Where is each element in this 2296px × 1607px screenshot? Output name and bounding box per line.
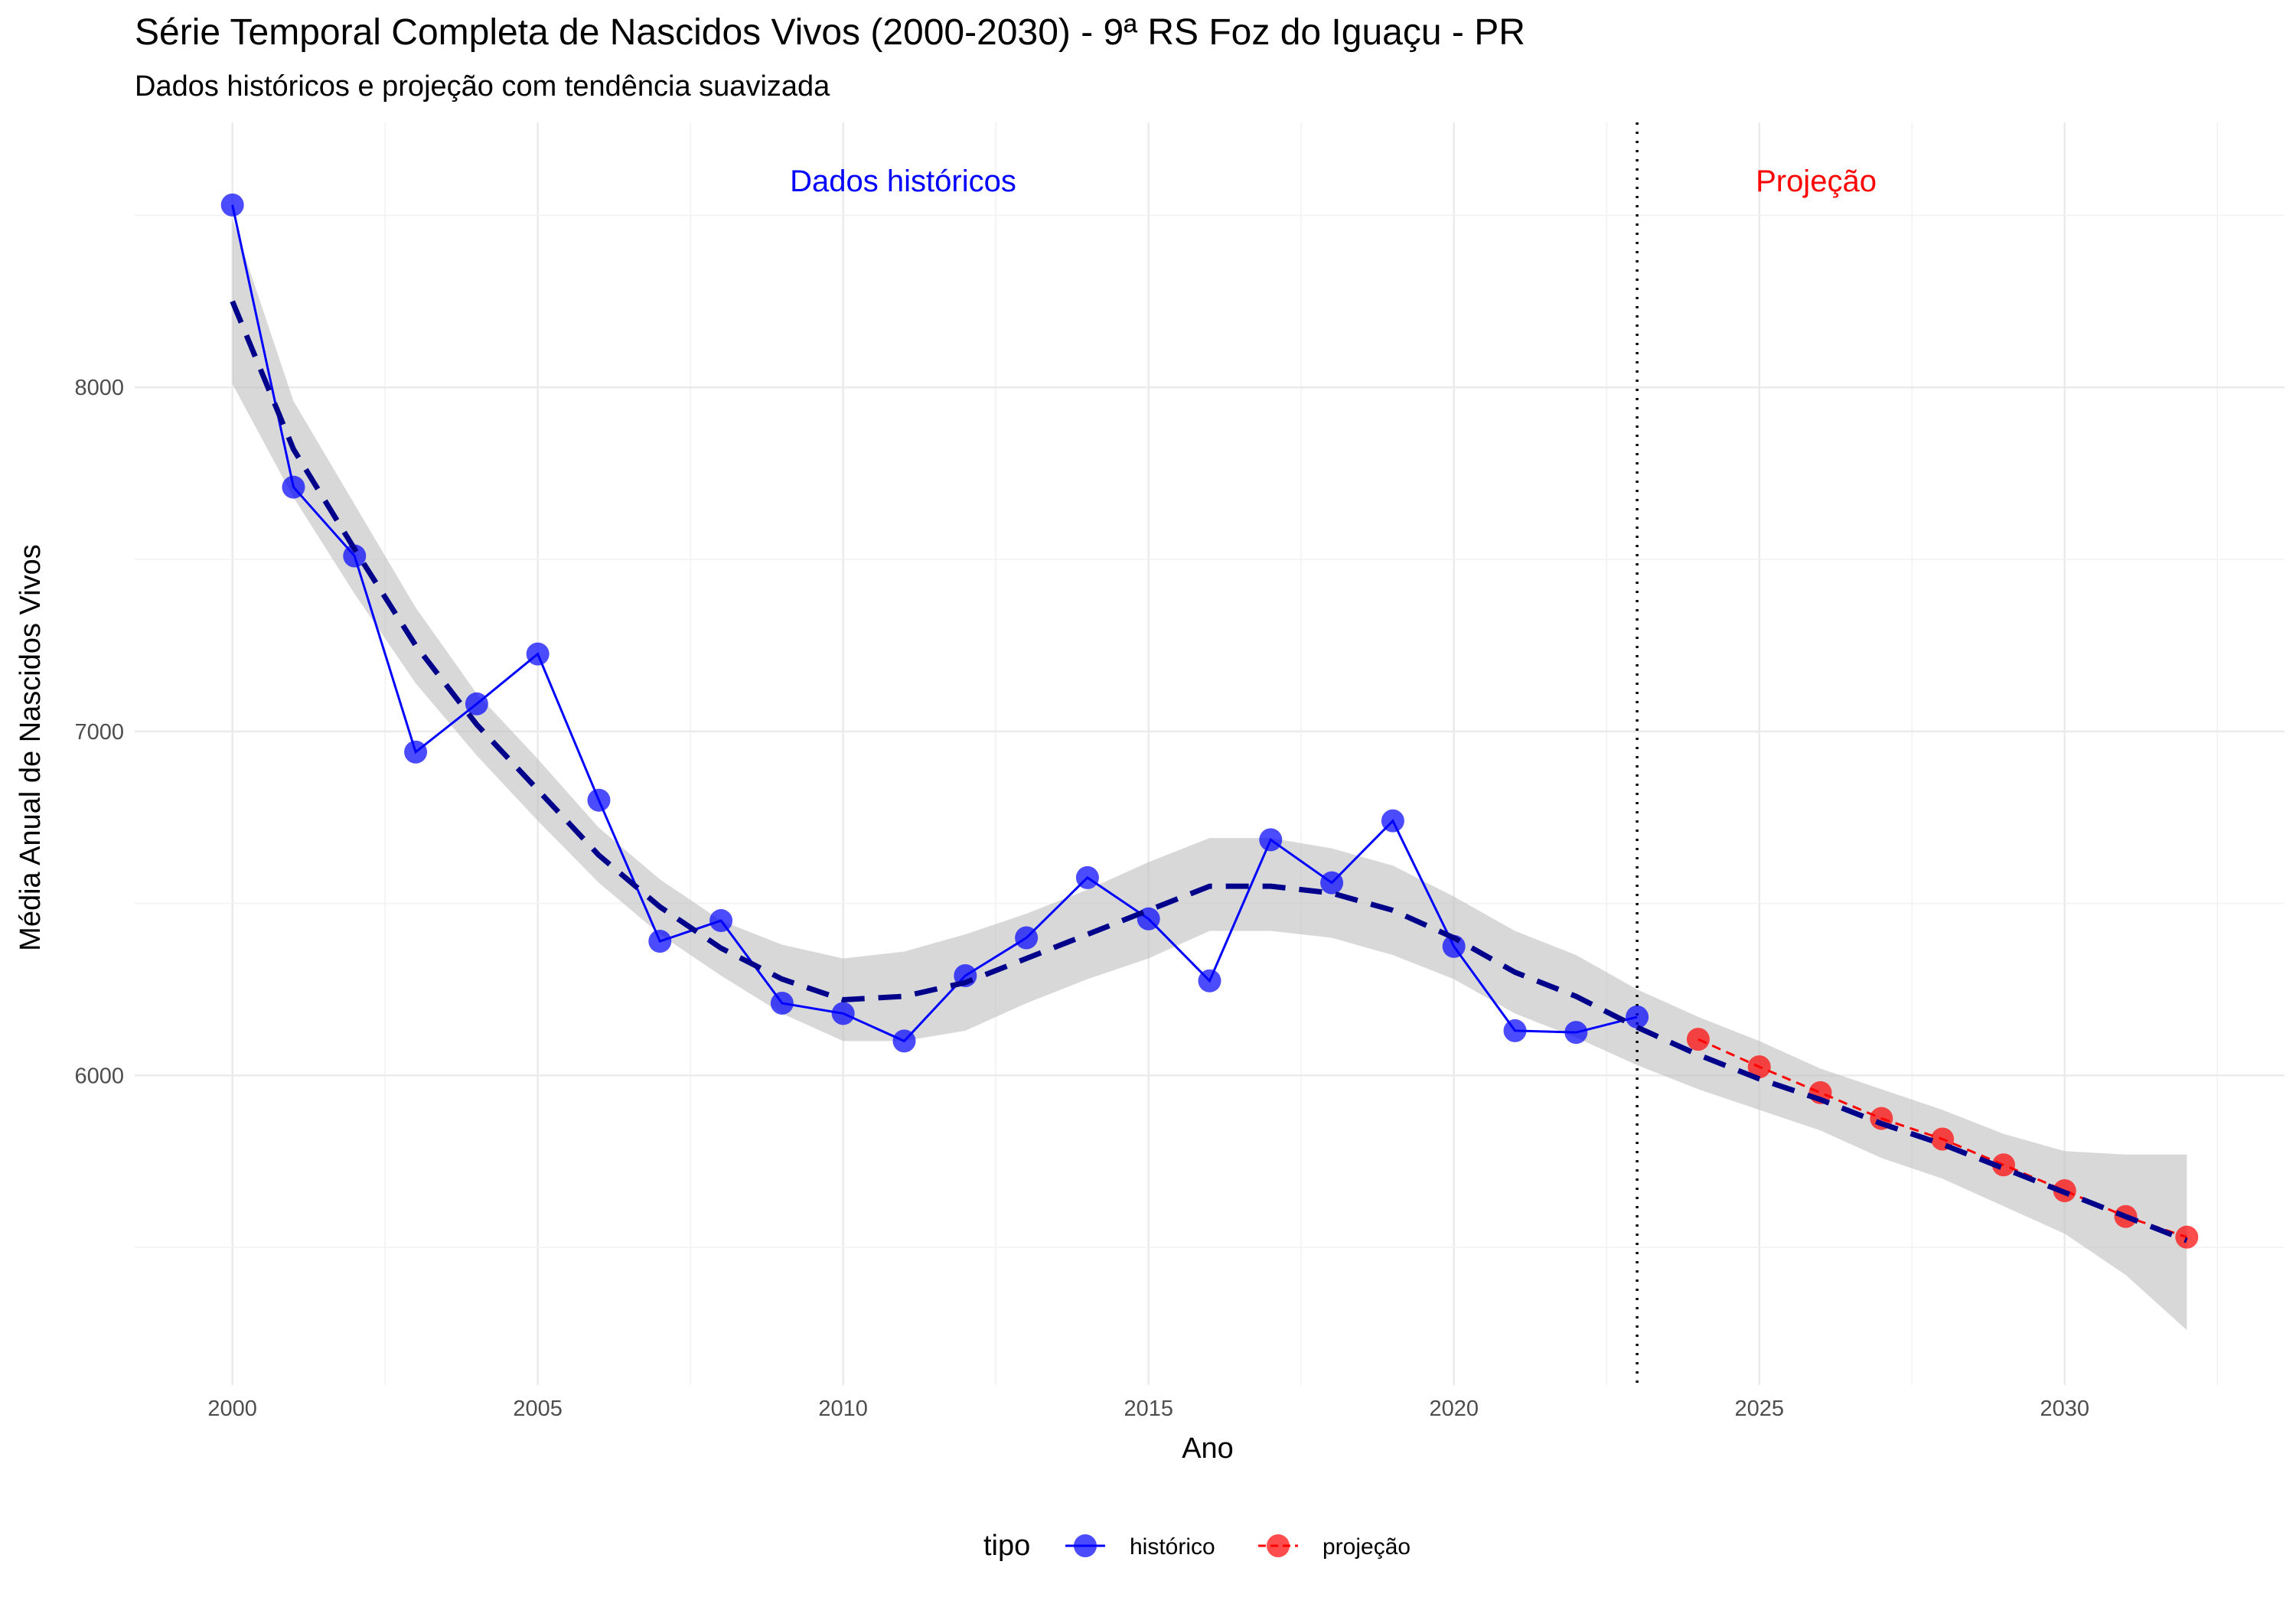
legend-label-projecao: projeção — [1322, 1534, 1411, 1560]
point-historico — [220, 193, 244, 217]
chart-subtitle: Dados históricos e projeção com tendênci… — [135, 70, 830, 103]
legend-key-point-historico — [1074, 1534, 1097, 1557]
series-line-historico — [231, 204, 1638, 1043]
point-historico — [343, 544, 367, 568]
legend-key-point-projecao — [1267, 1534, 1290, 1557]
y-tick-label: 8000 — [74, 376, 124, 400]
point-historico — [526, 642, 550, 666]
point-historico — [1015, 926, 1039, 950]
point-historico — [1198, 969, 1221, 993]
point-projecao — [1991, 1153, 2015, 1177]
point-historico — [1381, 809, 1404, 833]
point-historico — [1320, 871, 1344, 895]
point-projecao — [2175, 1225, 2199, 1249]
x-tick-label: 2000 — [207, 1397, 257, 1421]
trend-line — [230, 300, 2188, 1244]
point-historico — [587, 788, 611, 812]
point-historico — [1626, 1005, 1649, 1028]
point-historico — [1075, 865, 1099, 889]
point-historico — [831, 1002, 855, 1025]
point-projecao — [1686, 1028, 1710, 1051]
point-historico — [465, 692, 488, 715]
legend: tipo histórico projeção — [983, 1530, 1411, 1562]
x-axis-title: Ano — [1182, 1433, 1234, 1465]
legend-item-historico: histórico — [1065, 1534, 1215, 1560]
legend-title: tipo — [983, 1530, 1030, 1562]
point-historico — [892, 1029, 916, 1053]
annotation-projection: Projeção — [1756, 165, 1877, 198]
series-layer — [220, 193, 2199, 1249]
x-tick-label: 2010 — [818, 1397, 868, 1421]
x-tick-label: 2005 — [513, 1397, 563, 1421]
x-tick-label: 2030 — [2040, 1397, 2089, 1421]
confidence-band — [232, 218, 2187, 1331]
x-tick-label: 2020 — [1429, 1397, 1479, 1421]
point-historico — [770, 991, 794, 1015]
y-tick-label: 7000 — [74, 720, 124, 745]
point-historico — [404, 740, 428, 764]
y-axis-title: Média Anual de Nascidos Vivos — [15, 544, 47, 951]
x-tick-label: 2025 — [1734, 1397, 1784, 1421]
point-historico — [709, 909, 733, 933]
y-tick-label: 6000 — [74, 1064, 124, 1088]
point-projecao — [1747, 1055, 1771, 1079]
point-historico — [282, 475, 305, 499]
point-historico — [1564, 1021, 1588, 1045]
trend-layer — [230, 300, 2188, 1244]
x-tick-label: 2015 — [1124, 1397, 1173, 1421]
legend-item-projecao: projeção — [1258, 1534, 1411, 1560]
point-historico — [648, 930, 672, 953]
chart-title: Série Temporal Completa de Nascidos Vivo… — [135, 12, 1525, 53]
confidence-band-layer — [232, 218, 2187, 1331]
point-historico — [1503, 1019, 1527, 1042]
legend-label-historico: histórico — [1130, 1534, 1215, 1560]
point-historico — [1259, 828, 1283, 852]
tick-labels: 2000 2005 2010 2015 2020 2025 2030 6000 7000 8000 — [74, 376, 2089, 1421]
annotation-historical: Dados históricos — [790, 165, 1016, 198]
grid-lines — [135, 122, 2285, 1385]
